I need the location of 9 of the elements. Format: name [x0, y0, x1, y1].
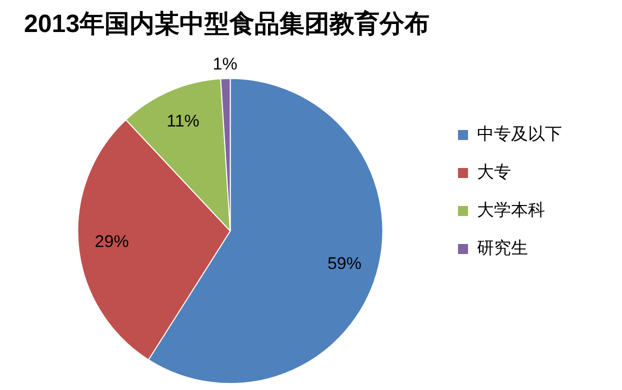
data-label: 29%	[94, 232, 129, 251]
data-label: 11%	[166, 112, 200, 131]
data-label: 59%	[327, 254, 362, 273]
legend-label: 中专及以下	[477, 124, 562, 144]
legend-label: 研究生	[477, 238, 528, 258]
chart-title: 2013年国内某中型食品集团教育分布	[24, 8, 430, 38]
legend-label: 大专	[477, 162, 511, 182]
legend-label: 大学本科	[477, 200, 545, 220]
data-label: 1%	[212, 54, 238, 74]
